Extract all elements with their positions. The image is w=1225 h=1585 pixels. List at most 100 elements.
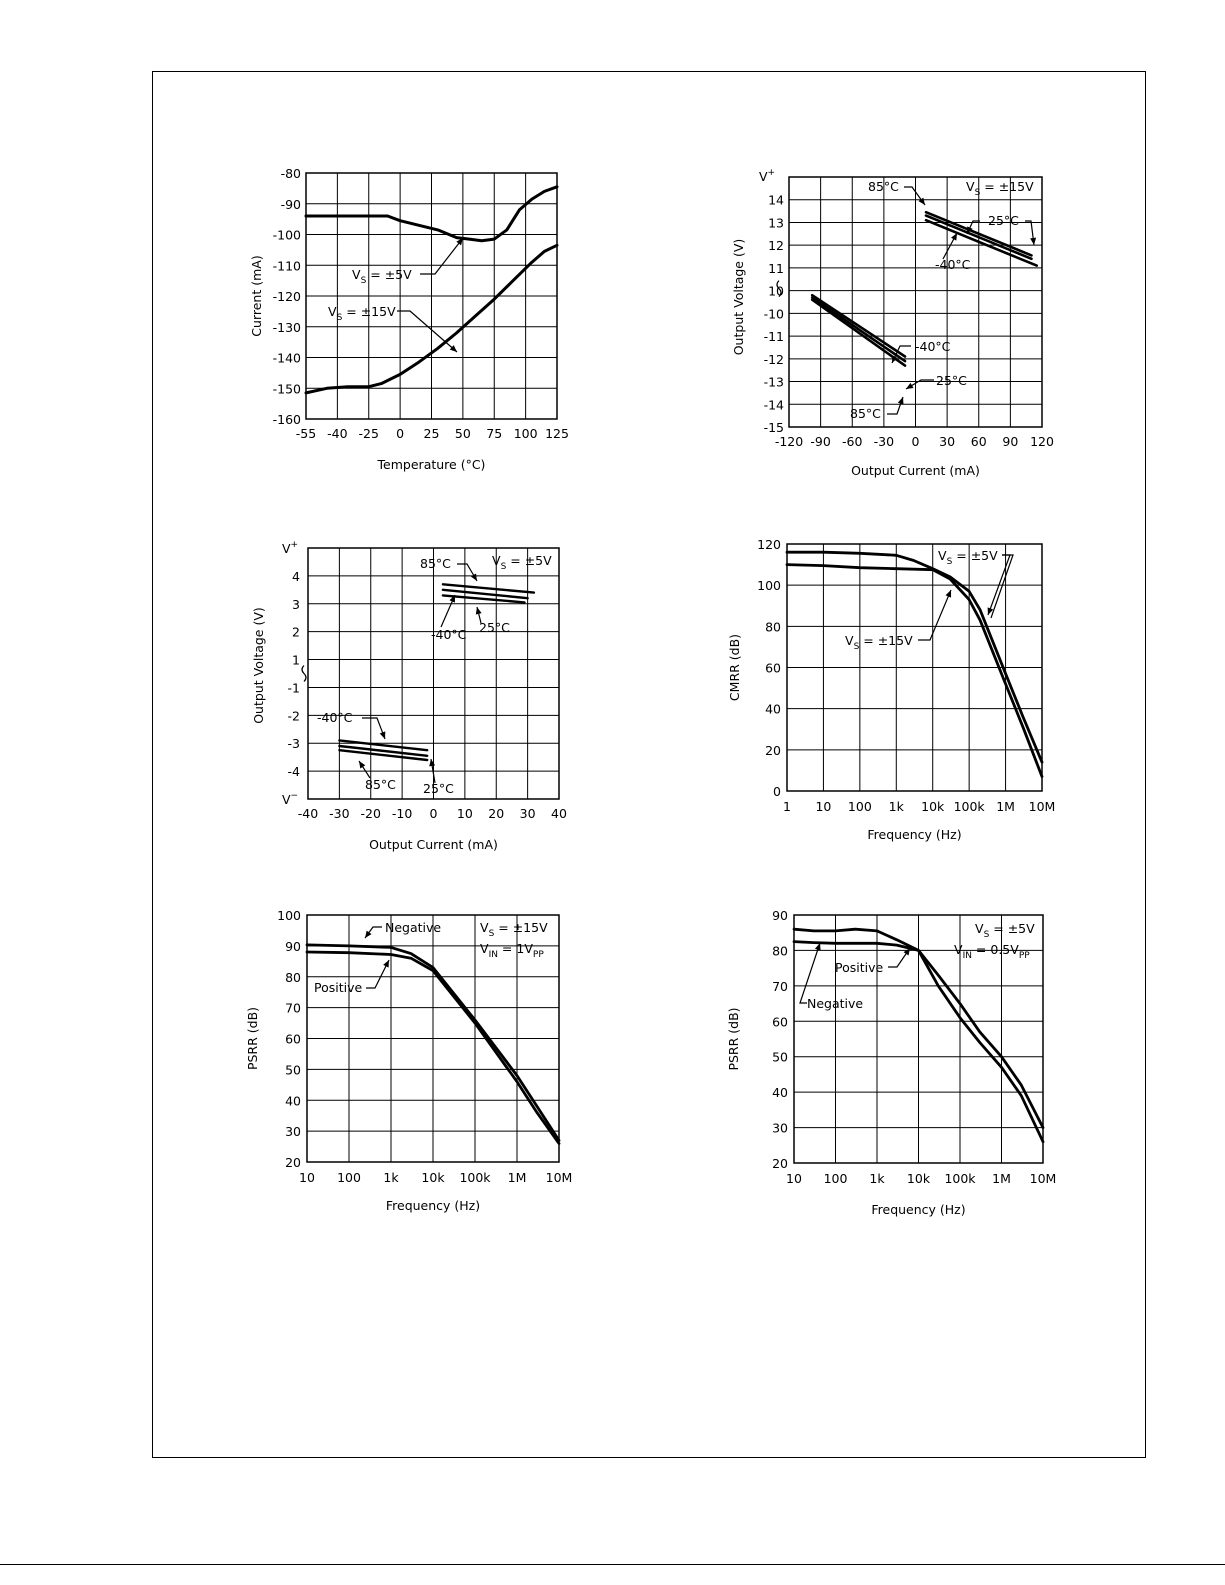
- y-tick-label: -90: [281, 197, 301, 212]
- annotation-negative: Negative: [807, 996, 863, 1011]
- y-tick-label: V−: [282, 791, 298, 807]
- arrow-head: [365, 930, 372, 938]
- leader-line: [918, 589, 952, 641]
- x-tick-label: 10M: [1030, 1171, 1057, 1186]
- annotation-vs-5v: VS = ±5V: [938, 548, 998, 567]
- y-tick-label: 40: [772, 1085, 788, 1100]
- y-tick-label: -120: [273, 289, 301, 304]
- chart-cmrr-vs-frequency: 1 10 100 1k 10k 100k 1M 10M 120 100 80 60 40 20 0 Frequ…: [727, 537, 1056, 842]
- x-tick-label: 30: [939, 434, 955, 449]
- y-tick-label: 80: [772, 943, 788, 958]
- annotation-85c-lower: 85°C: [365, 777, 396, 792]
- y-axis-label: PSRR (dB): [245, 1007, 260, 1070]
- annotation-positive: Positive: [835, 960, 883, 975]
- arrow-head: [906, 382, 914, 389]
- x-axis-label: Temperature (°C): [377, 457, 486, 472]
- y-tick-label: -12: [764, 352, 784, 367]
- annotation-vs-15v: VS = ±15V: [480, 920, 548, 939]
- x-tick-label: 125: [545, 426, 569, 441]
- arrow-head: [470, 573, 477, 581]
- annotation-25c-lower: 25°C: [423, 781, 454, 796]
- series-line-4: [810, 296, 907, 363]
- y-tick-label: 0: [773, 784, 781, 799]
- y-axis-label: Current (mA): [249, 255, 264, 336]
- annotation-25c-upper: 25°C: [479, 620, 510, 635]
- x-tick-label: 20: [488, 806, 504, 821]
- series-line-0: [441, 583, 536, 594]
- y-tick-label: 40: [285, 1093, 301, 1108]
- x-tick-label: 0: [912, 434, 920, 449]
- x-tick-label: 60: [971, 434, 987, 449]
- leader-line: [420, 237, 464, 275]
- y-tick-label: -4: [288, 764, 301, 779]
- series-line-1: [785, 563, 1044, 778]
- x-tick-label: 10k: [421, 1170, 445, 1185]
- y-tick-label: -80: [281, 166, 301, 181]
- series-line-1: [441, 588, 529, 600]
- annotation-negative: Negative: [385, 920, 441, 935]
- y-tick-label: 100: [757, 578, 781, 593]
- series-line-1: [924, 214, 1033, 261]
- arrow-head: [449, 345, 457, 352]
- y-tick-label: 20: [285, 1155, 301, 1170]
- arrow-head: [429, 759, 436, 767]
- x-tick-label: 1M: [996, 799, 1015, 814]
- annotation-vs-15v: VS = ±15V: [966, 179, 1034, 198]
- x-axis-label: Frequency (Hz): [867, 827, 961, 842]
- y-tick-label: 10: [768, 284, 784, 299]
- series-line-5: [810, 298, 907, 367]
- annotation-vin-1vpp: VIN = 1VPP: [480, 941, 544, 960]
- leader-line: [904, 186, 926, 206]
- x-tick-label: 10k: [921, 799, 945, 814]
- series-line-4: [338, 744, 429, 757]
- x-axis-label: Output Current (mA): [369, 837, 498, 852]
- x-tick-label: 25: [424, 426, 440, 441]
- x-tick-label: 100k: [459, 1170, 491, 1185]
- series-line-0: [785, 550, 1044, 764]
- x-tick-label: 10M: [1029, 799, 1056, 814]
- y-tick-label: -13: [764, 375, 784, 390]
- annotation-vs-15v: VS = ±15V: [845, 633, 913, 652]
- y-tick-label: 50: [285, 1062, 301, 1077]
- arrow-head: [897, 397, 904, 405]
- y-tick-label: -160: [273, 412, 301, 427]
- x-tick-label: -10: [392, 806, 412, 821]
- axis-break-mark: [776, 280, 782, 298]
- arrow-head: [951, 233, 957, 241]
- x-tick-label: 0: [396, 426, 404, 441]
- x-tick-label: -30: [874, 434, 894, 449]
- y-tick-label: -140: [273, 351, 301, 366]
- x-tick-label: -90: [810, 434, 830, 449]
- y-axis-label: Output Voltage (V): [251, 607, 266, 724]
- x-tick-label: 10k: [907, 1171, 931, 1186]
- y-tick-label: 80: [765, 619, 781, 634]
- y-tick-label: 40: [765, 702, 781, 717]
- y-tick-label: -15: [764, 420, 784, 435]
- y-tick-label: 90: [285, 939, 301, 954]
- y-axis-label: PSRR (dB): [726, 1007, 741, 1070]
- y-tick-label: 13: [768, 215, 784, 230]
- chart-output-voltage-vs-current-15v: V+ 14 13 12 11 10 -10 -11 -12 -13 -14 -15-120 -90 -60…: [731, 168, 1054, 478]
- y-tick-label: -130: [273, 320, 301, 335]
- y-tick-label: 60: [772, 1014, 788, 1029]
- x-tick-label: 100k: [944, 1171, 976, 1186]
- chart-current-vs-temperature: -55 -40 -25 0 25 50 75 100 125 -80 -90 -100 -110 -120…: [249, 166, 569, 472]
- x-tick-label: 100: [337, 1170, 361, 1185]
- x-tick-label: 10: [786, 1171, 802, 1186]
- y-tick-label: 100: [277, 908, 301, 923]
- y-tick-label: 70: [285, 1001, 301, 1016]
- x-tick-label: 10: [815, 799, 831, 814]
- arrow-head: [918, 197, 925, 205]
- x-tick-label: 40: [551, 806, 567, 821]
- annotation-85c-lower: 85°C: [850, 406, 881, 421]
- annotation-vs-5v: VS = ±5V: [492, 553, 552, 572]
- leader-line: [362, 717, 386, 740]
- axis-break-mark: [301, 665, 307, 682]
- arrow-head: [359, 761, 366, 769]
- arrow-head: [814, 943, 821, 951]
- y-tick-label: V+: [759, 168, 775, 184]
- x-tick-label: 1: [783, 799, 791, 814]
- x-tick-label: -20: [361, 806, 381, 821]
- y-tick-label: 80: [285, 970, 301, 985]
- x-tick-label: -55: [296, 426, 316, 441]
